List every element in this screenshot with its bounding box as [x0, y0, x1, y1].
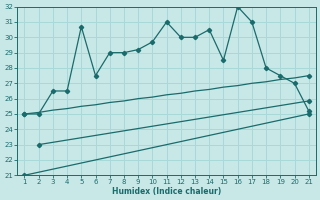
X-axis label: Humidex (Indice chaleur): Humidex (Indice chaleur): [112, 187, 221, 196]
